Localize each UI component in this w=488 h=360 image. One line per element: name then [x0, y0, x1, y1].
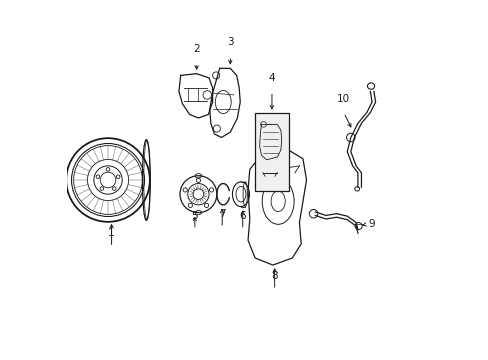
Text: 7: 7: [219, 209, 225, 219]
Text: 10: 10: [337, 94, 349, 104]
Text: 2: 2: [193, 44, 200, 54]
Text: 5: 5: [191, 211, 198, 221]
Text: 9: 9: [368, 219, 374, 229]
Text: 4: 4: [268, 72, 275, 82]
Text: 1: 1: [108, 229, 115, 238]
Text: 6: 6: [239, 211, 245, 221]
Text: 3: 3: [226, 37, 233, 47]
Bar: [255, 113, 288, 191]
Text: 8: 8: [271, 271, 277, 281]
